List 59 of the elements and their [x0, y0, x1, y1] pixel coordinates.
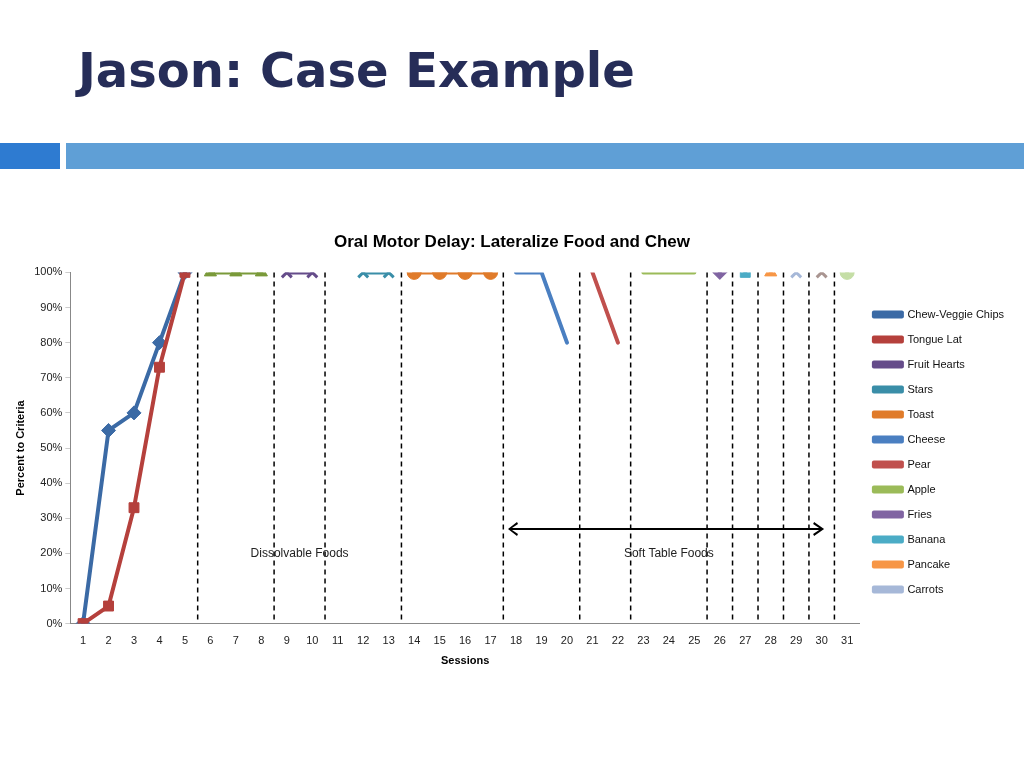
- x-tick-label: 29: [790, 634, 803, 647]
- legend-label: Cheese: [907, 432, 946, 445]
- x-tick-label: 28: [764, 634, 777, 647]
- x-tick-label: 30: [815, 634, 828, 647]
- x-tick-label: 27: [739, 634, 752, 647]
- x-tick-label: 3: [130, 634, 138, 647]
- x-tick-label: 20: [560, 634, 574, 647]
- legend-label: Carrots: [907, 582, 944, 595]
- y-tick-label: 10%: [40, 581, 63, 594]
- x-tick-label: 13: [382, 634, 395, 647]
- legend-label: Toast: [907, 407, 934, 420]
- x-axis-title: Sessions: [440, 654, 490, 667]
- y-axis-title: Percent to Criteria: [13, 399, 26, 496]
- x-tick-label: 22: [611, 634, 625, 647]
- legend-label: Apple: [907, 482, 936, 495]
- chart-subtitle: Oral Motor Delay: Lateralize Food and Chew: [333, 231, 691, 251]
- y-tick-label: 70%: [40, 370, 63, 383]
- x-tick-label: 14: [408, 634, 421, 647]
- legend-label: Tongue Lat: [907, 332, 962, 345]
- y-tick-label: 20%: [40, 546, 63, 559]
- x-tick-label: 9: [283, 634, 290, 647]
- annotation: Soft Table Foods: [623, 545, 714, 560]
- x-tick-label: 4: [156, 634, 163, 647]
- x-tick-label: 8: [258, 634, 265, 647]
- legend-label: Fruit Hearts: [907, 357, 966, 370]
- y-tick-label: 50%: [40, 441, 63, 454]
- x-tick-label: 15: [433, 634, 446, 647]
- y-tick-label: 30%: [40, 511, 63, 524]
- x-tick-label: 7: [232, 634, 239, 647]
- x-tick-label: 25: [688, 634, 701, 647]
- x-tick-label: 11: [332, 634, 344, 647]
- x-tick-label: 26: [713, 634, 726, 647]
- legend-label: Fries: [907, 507, 933, 520]
- y-tick-label: 90%: [40, 300, 63, 313]
- legend-label: Banana: [907, 532, 947, 545]
- annotation: Dissolvable Foods: [250, 545, 349, 560]
- x-tick-label: 1: [80, 634, 87, 647]
- x-tick-label: 10: [306, 634, 319, 647]
- y-tick-label: 0%: [46, 616, 63, 629]
- x-tick-label: 31: [841, 634, 854, 647]
- x-tick-label: 2: [105, 634, 112, 647]
- y-tick-label: 100%: [34, 265, 63, 278]
- y-tick-label: 40%: [40, 476, 63, 489]
- x-tick-label: 18: [509, 634, 523, 647]
- legend-label: Chew-Veggie Chips: [907, 307, 1005, 320]
- x-tick-label: 21: [586, 634, 599, 647]
- x-tick-label: 24: [662, 634, 675, 647]
- x-tick-label: 17: [484, 634, 497, 647]
- x-tick-label: 12: [357, 634, 370, 647]
- x-tick-label: 6: [207, 634, 214, 647]
- legend-label: Pancake: [907, 557, 951, 570]
- y-tick-label: 60%: [40, 405, 63, 418]
- y-tick-label: 80%: [40, 335, 63, 348]
- legend-label: Pear: [907, 457, 931, 470]
- x-tick-label: 5: [181, 634, 189, 647]
- x-tick-label: 19: [535, 634, 548, 647]
- x-tick-label: 23: [637, 634, 650, 647]
- legend-label: Stars: [907, 382, 934, 395]
- x-tick-label: 16: [458, 634, 472, 647]
